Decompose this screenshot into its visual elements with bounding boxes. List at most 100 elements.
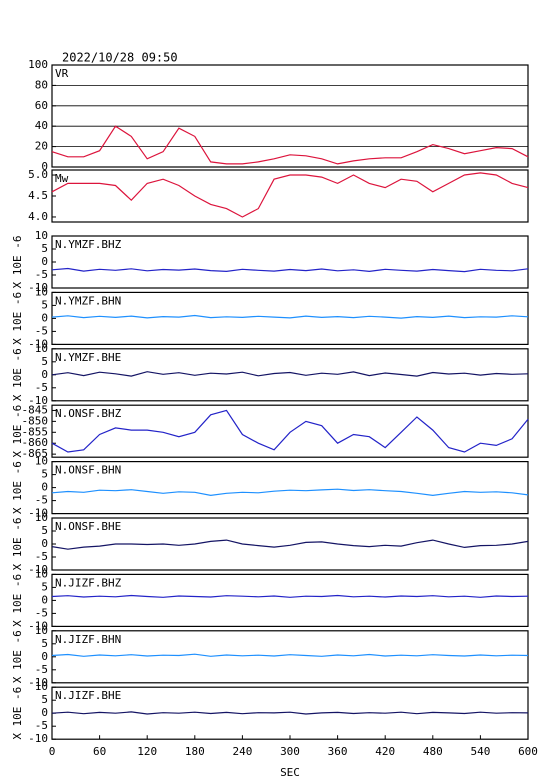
panel-label: N.ONSF.BHZ (55, 407, 122, 420)
trace (51, 539, 529, 550)
y-tick-label: -10 (28, 563, 48, 576)
trace (51, 314, 529, 319)
trace (51, 594, 529, 598)
y-tick-label: 0 (41, 706, 48, 719)
y-tick-label: -5 (35, 324, 48, 337)
panel-frame (51, 169, 529, 223)
y-tick-label: -10 (28, 732, 48, 745)
panel-label: N.YMZF.BHE (55, 351, 121, 364)
y-tick-label: 100 (28, 58, 48, 71)
y-tick-label: 5 (41, 355, 48, 368)
y-tick-label: 0 (41, 255, 48, 268)
panel-label: N.YMZF.BHN (55, 294, 121, 307)
y-tick-label: 10 (35, 680, 48, 693)
panel-label: N.JIZF.BHZ (55, 576, 122, 589)
y-tick-label: 5 (41, 693, 48, 706)
y-tick-label: -5 (35, 606, 48, 619)
y-tick-label: 5 (41, 637, 48, 650)
y-tick-label: 4.0 (28, 210, 48, 223)
y-tick-label: 5 (41, 524, 48, 537)
x-tick-label: 0 (49, 745, 56, 758)
y-tick-label: 0 (41, 537, 48, 550)
trace (51, 711, 529, 715)
y-tick-label: -855 (22, 425, 49, 438)
y-tick-label: 10 (35, 342, 48, 355)
panel-frame (51, 404, 529, 458)
y-tick-label: -5 (35, 494, 48, 507)
y-axis-label: X 10E -6 (11, 518, 24, 571)
y-tick-label: -10 (28, 394, 48, 407)
y-tick-label: -10 (28, 676, 48, 689)
y-tick-label: 0 (41, 481, 48, 494)
y-tick-label: 0 (41, 160, 48, 173)
x-tick-label: 600 (518, 745, 538, 758)
y-tick-label: -845 (22, 403, 49, 416)
y-tick-label: 80 (35, 78, 48, 91)
y-tick-label: -10 (28, 507, 48, 520)
y-tick-label: 10 (35, 624, 48, 637)
y-tick-label: 10 (35, 285, 48, 298)
y-tick-label: 10 (35, 229, 48, 242)
panel-frame (51, 235, 529, 289)
panel-frame (51, 573, 529, 628)
x-tick-label: 360 (328, 745, 348, 758)
x-tick-label: 60 (93, 745, 106, 758)
trace (51, 267, 529, 273)
y-tick-label: 4.5 (28, 189, 48, 202)
panel-label: N.ONSF.BHE (55, 520, 121, 533)
panel-frame (51, 64, 529, 168)
y-tick-label: 40 (35, 119, 48, 132)
y-tick-label: -5 (35, 719, 48, 732)
panel-label: N.ONSF.BHN (55, 464, 121, 477)
y-axis-label: X 10E -6 (11, 348, 24, 401)
x-tick-label: 420 (375, 745, 395, 758)
y-axis-label: X 10E -6 (11, 405, 24, 458)
trace (51, 488, 529, 497)
x-tick-label: 180 (185, 745, 205, 758)
x-tick-label: 240 (232, 745, 252, 758)
x-tick-label: 300 (280, 745, 300, 758)
trace (51, 172, 529, 218)
panel-label: N.JIZF.BHE (55, 689, 121, 702)
x-tick-label: 120 (137, 745, 157, 758)
y-tick-label: 5.0 (28, 168, 48, 181)
y-tick-label: 0 (41, 368, 48, 381)
y-axis-label: X 10E -6 (11, 630, 24, 683)
y-tick-label: 20 (35, 140, 48, 153)
y-axis-label: X 10E -6 (11, 461, 24, 514)
y-axis-label: X 10E -6 (11, 292, 24, 345)
y-tick-label: -850 (22, 414, 49, 427)
x-tick-label: 480 (423, 745, 443, 758)
y-axis-label: X 10E -6 (11, 236, 24, 289)
panel-frame (51, 517, 529, 571)
panel-frame (51, 291, 529, 345)
panel-frame (51, 461, 529, 515)
x-tick-label: 540 (470, 745, 490, 758)
y-tick-label: -10 (28, 619, 48, 632)
y-tick-label: 10 (35, 511, 48, 524)
y-tick-label: 5 (41, 580, 48, 593)
trace (51, 409, 529, 453)
panel-frame (51, 630, 529, 684)
y-tick-label: 0 (41, 311, 48, 324)
x-axis-label: SEC (280, 766, 300, 779)
trace (51, 371, 529, 377)
y-axis-label: X 10E -6 (11, 574, 24, 627)
y-tick-label: 10 (35, 567, 48, 580)
y-tick-label: -860 (22, 436, 49, 449)
trace (51, 125, 529, 165)
panel-label: N.YMZF.BHZ (55, 238, 122, 251)
y-tick-label: -5 (35, 550, 48, 563)
y-tick-label: -5 (35, 381, 48, 394)
panel-label: VR (55, 67, 69, 80)
y-tick-label: 0 (41, 593, 48, 606)
y-tick-label: -865 (22, 447, 49, 460)
panel-label: N.JIZF.BHN (55, 633, 121, 646)
y-tick-label: 0 (41, 650, 48, 663)
y-tick-label: -10 (28, 337, 48, 350)
y-tick-label: 5 (41, 242, 48, 255)
y-tick-label: -5 (35, 268, 48, 281)
y-tick-label: 5 (41, 468, 48, 481)
trace (51, 653, 529, 657)
